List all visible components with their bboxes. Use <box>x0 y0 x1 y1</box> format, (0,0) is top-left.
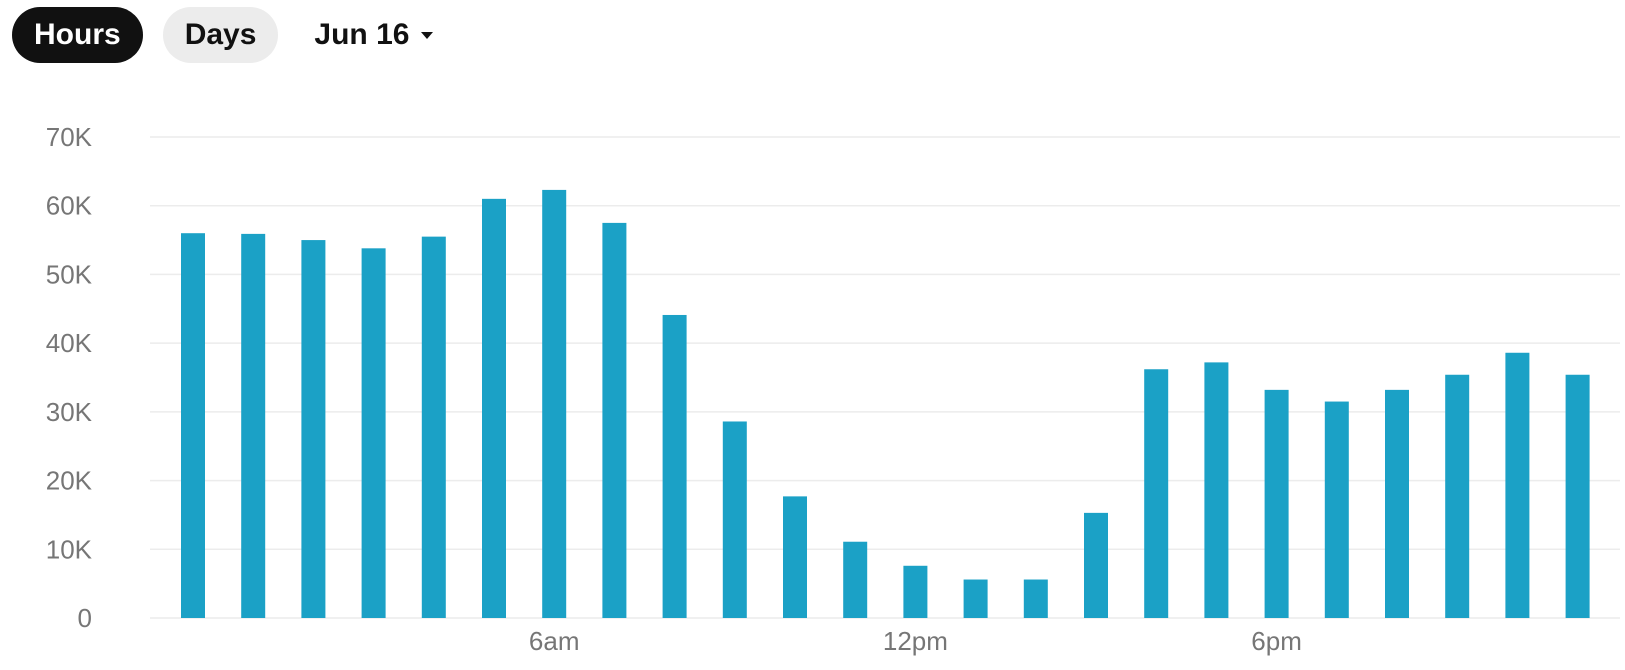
bar-hour-23[interactable] <box>1565 374 1590 618</box>
x-tick-label: 6am <box>529 626 580 656</box>
bar-hour-9[interactable] <box>722 421 747 618</box>
days-toggle-button[interactable]: Days <box>162 7 279 63</box>
caret-down-icon <box>421 31 434 39</box>
y-tick-label: 60K <box>46 191 93 221</box>
bar-hour-11[interactable] <box>843 541 868 618</box>
bar-hour-22[interactable] <box>1505 352 1530 618</box>
bar-hour-17[interactable] <box>1204 362 1229 618</box>
bar-hour-3[interactable] <box>361 248 386 618</box>
bar-hour-18[interactable] <box>1264 389 1289 618</box>
bar-hour-7[interactable] <box>602 222 627 618</box>
y-axis-tick-labels: 0 10K 20K 30K 40K 50K 60K 70K <box>46 122 93 633</box>
bar-hour-8[interactable] <box>662 314 687 618</box>
y-tick-label: 40K <box>46 328 93 358</box>
hours-toggle-button[interactable]: Hours <box>12 7 143 63</box>
y-tick-label: 10K <box>46 534 93 564</box>
bar-hour-14[interactable] <box>1023 579 1048 618</box>
bar-hour-16[interactable] <box>1144 369 1169 618</box>
gridlines <box>150 136 1620 619</box>
bar-hour-0[interactable] <box>181 233 205 618</box>
bar-hour-15[interactable] <box>1084 512 1108 618</box>
bar-hour-21[interactable] <box>1445 374 1470 618</box>
y-tick-label: 50K <box>46 259 93 289</box>
date-dropdown-label: Jun 16 <box>314 18 410 51</box>
bar-hour-4[interactable] <box>421 236 446 618</box>
x-tick-label: 6pm <box>1251 626 1302 656</box>
bar-hour-12[interactable] <box>903 565 928 618</box>
bar-hour-20[interactable] <box>1385 389 1409 618</box>
y-tick-label: 20K <box>46 466 93 496</box>
y-tick-label: 30K <box>46 397 93 427</box>
y-tick-label: 0 <box>78 603 92 633</box>
bar-hour-2[interactable] <box>301 240 326 619</box>
bar-hour-5[interactable] <box>482 198 506 619</box>
bar-hour-6[interactable] <box>542 189 567 618</box>
bar-hour-1[interactable] <box>241 233 266 618</box>
x-axis-tick-labels: 6am 12pm 6pm <box>529 626 1302 656</box>
date-dropdown[interactable]: Jun 16 <box>306 7 441 63</box>
y-tick-label: 70K <box>46 122 93 152</box>
chart-toolbar: Hours Days Jun 16 <box>12 6 441 64</box>
x-tick-label: 12pm <box>883 626 948 656</box>
bar-hour-13[interactable] <box>963 579 988 618</box>
bar-hour-19[interactable] <box>1324 401 1349 618</box>
bars <box>181 189 1590 619</box>
bar-hour-10[interactable] <box>783 496 807 618</box>
